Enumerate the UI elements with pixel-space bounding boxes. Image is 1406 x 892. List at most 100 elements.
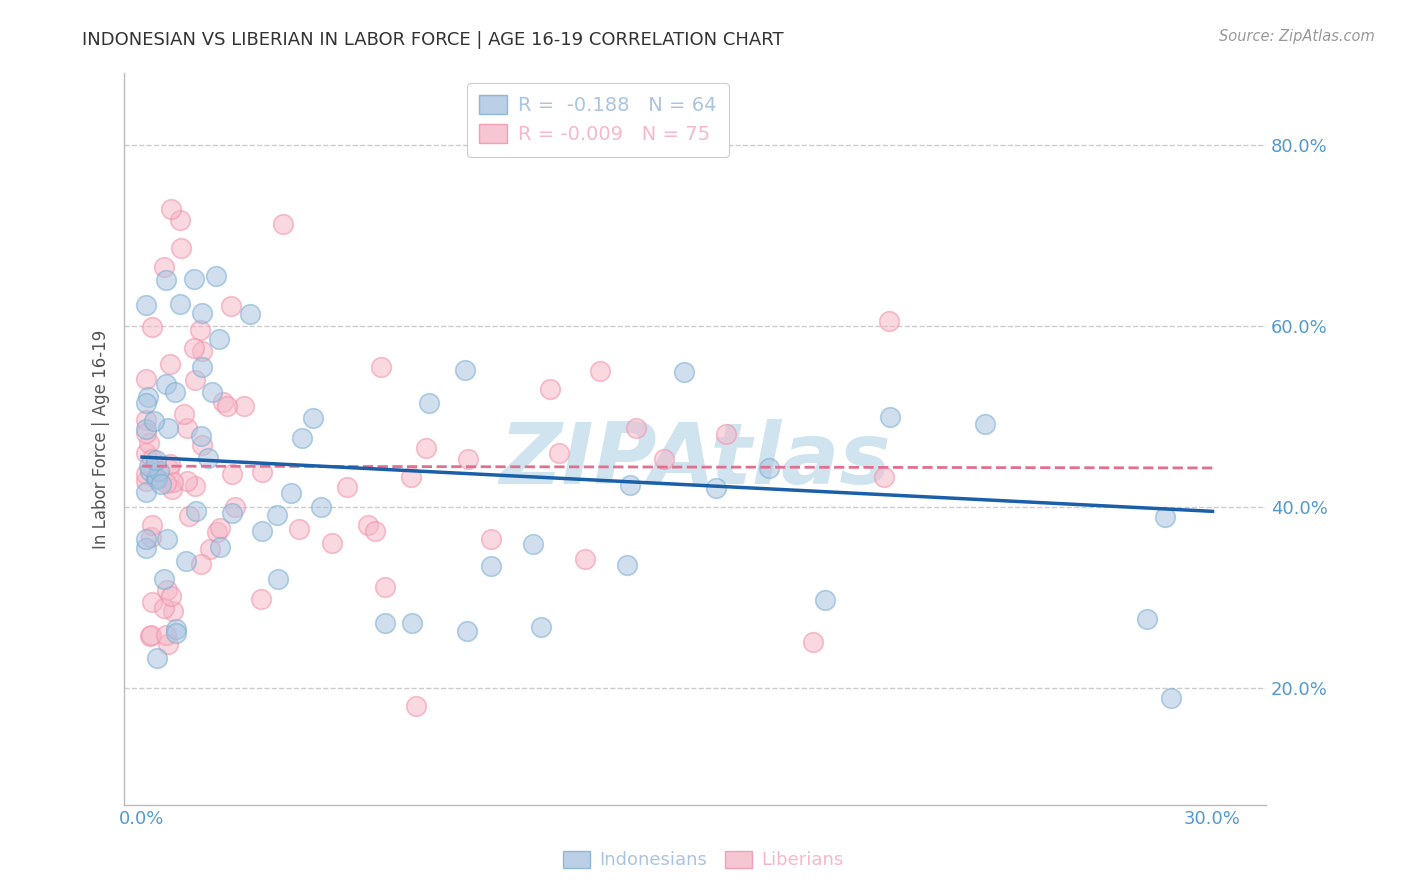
Point: [146, 651, 169, 665]
Point: [207, 524, 229, 539]
Point: [148, 464, 170, 478]
Point: [183, 272, 205, 286]
Point: [221, 506, 243, 520]
Point: [481, 559, 503, 574]
Text: ZIPAtlas: ZIPAtlas: [499, 419, 891, 502]
Point: [803, 635, 825, 649]
Point: [176, 421, 198, 435]
Point: [457, 452, 479, 467]
Point: [141, 530, 163, 544]
Point: [291, 431, 314, 445]
Point: [150, 476, 173, 491]
Point: [157, 638, 180, 652]
Point: [190, 557, 212, 571]
Y-axis label: In Labor Force | Age 16-19: In Labor Force | Age 16-19: [93, 329, 110, 549]
Point: [208, 332, 231, 346]
Point: [758, 460, 780, 475]
Point: [239, 307, 262, 321]
Point: [169, 213, 191, 227]
Point: [1136, 611, 1159, 625]
Point: [190, 322, 212, 336]
Point: [139, 464, 162, 478]
Point: [156, 421, 179, 435]
Point: [673, 365, 696, 379]
Point: [135, 541, 157, 555]
Point: [280, 486, 302, 500]
Point: [153, 600, 176, 615]
Point: [364, 524, 387, 538]
Point: [176, 474, 198, 488]
Point: [197, 450, 219, 465]
Point: [401, 470, 423, 484]
Point: [336, 480, 359, 494]
Point: [215, 399, 238, 413]
Point: [141, 628, 163, 642]
Point: [814, 592, 837, 607]
Point: [589, 364, 612, 378]
Point: [155, 376, 177, 391]
Point: [201, 385, 224, 400]
Point: [530, 620, 553, 634]
Point: [142, 414, 165, 428]
Point: [159, 357, 181, 371]
Point: [155, 628, 177, 642]
Point: [616, 558, 638, 572]
Point: [165, 623, 187, 637]
Legend: Indonesians, Liberians: Indonesians, Liberians: [554, 842, 852, 879]
Point: [174, 554, 197, 568]
Point: [879, 410, 901, 425]
Point: [973, 417, 995, 431]
Point: [155, 476, 177, 491]
Point: [418, 396, 440, 410]
Point: [184, 478, 207, 492]
Point: [252, 465, 274, 479]
Point: [221, 467, 243, 481]
Point: [135, 467, 157, 481]
Point: [138, 390, 160, 404]
Point: [266, 508, 288, 523]
Point: [135, 532, 157, 546]
Point: [405, 699, 427, 714]
Point: [170, 241, 193, 255]
Point: [145, 471, 167, 485]
Point: [267, 572, 290, 586]
Point: [288, 522, 311, 536]
Point: [153, 572, 176, 586]
Point: [191, 306, 214, 320]
Point: [233, 399, 256, 413]
Point: [191, 438, 214, 452]
Point: [714, 426, 737, 441]
Point: [309, 500, 332, 514]
Point: [1160, 691, 1182, 706]
Point: [155, 273, 177, 287]
Point: [160, 202, 183, 216]
Point: [141, 518, 163, 533]
Point: [141, 451, 163, 466]
Point: [415, 441, 437, 455]
Point: [159, 462, 181, 476]
Point: [208, 540, 231, 554]
Point: [177, 508, 200, 523]
Point: [190, 429, 212, 443]
Point: [184, 373, 207, 387]
Point: [135, 413, 157, 427]
Point: [191, 343, 214, 358]
Point: [479, 533, 502, 547]
Legend: R =  -0.188   N = 64, R = -0.009   N = 75: R = -0.188 N = 64, R = -0.009 N = 75: [467, 83, 730, 157]
Point: [219, 300, 242, 314]
Point: [212, 394, 235, 409]
Point: [249, 591, 271, 606]
Point: [873, 470, 896, 484]
Point: [879, 314, 901, 328]
Point: [456, 624, 478, 638]
Point: [624, 421, 647, 435]
Point: [160, 589, 183, 603]
Point: [374, 616, 396, 631]
Point: [190, 359, 212, 374]
Point: [162, 475, 184, 490]
Point: [135, 422, 157, 436]
Point: [205, 269, 228, 284]
Point: [454, 363, 477, 377]
Point: [169, 297, 191, 311]
Point: [160, 482, 183, 496]
